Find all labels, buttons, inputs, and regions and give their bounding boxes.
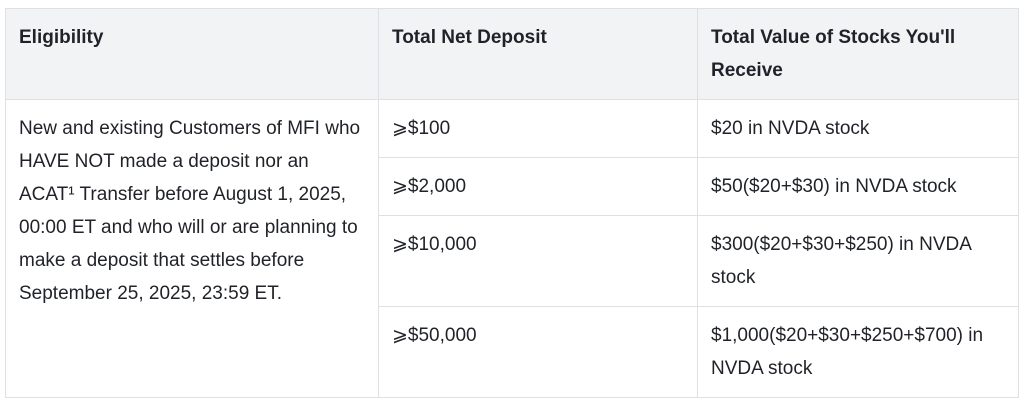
deposit-cell: ⩾$100 <box>378 99 698 158</box>
eligibility-cell: New and existing Customers of MFI who HA… <box>5 99 379 398</box>
header-cell: Total Net Deposit <box>378 8 698 100</box>
deposit-cell: ⩾$10,000 <box>378 215 698 307</box>
header-row: Eligibility Total Net Deposit Total Valu… <box>5 8 1019 100</box>
row: ⩾$50,000 $1,000($20+$30+$250+$700) in NV… <box>6 306 1019 398</box>
header-cell: Eligibility <box>5 8 379 100</box>
value-cell: $20 in NVDA stock <box>697 99 1019 158</box>
row: New and existing Customers of MFI who HA… <box>5 99 1019 398</box>
row: ⩾$10,000 $300($20+$30+$250) in NVDA stoc… <box>6 215 1019 307</box>
deposit-cell: ⩾$50,000 <box>378 306 698 398</box>
eligibility-table: Eligibility Total Net Deposit Total Valu… <box>5 8 1019 398</box>
value-cell: $300($20+$30+$250) in NVDA stock <box>697 215 1019 307</box>
value-cell: $50($20+$30) in NVDA stock <box>697 157 1019 216</box>
value-cell: $1,000($20+$30+$250+$700) in NVDA stock <box>697 306 1019 398</box>
header-cell: Total Value of Stocks You'll Receive <box>697 8 1019 100</box>
row: ⩾$2,000 $50($20+$30) in NVDA stock <box>6 157 1019 216</box>
deposit-cell: ⩾$2,000 <box>378 157 698 216</box>
